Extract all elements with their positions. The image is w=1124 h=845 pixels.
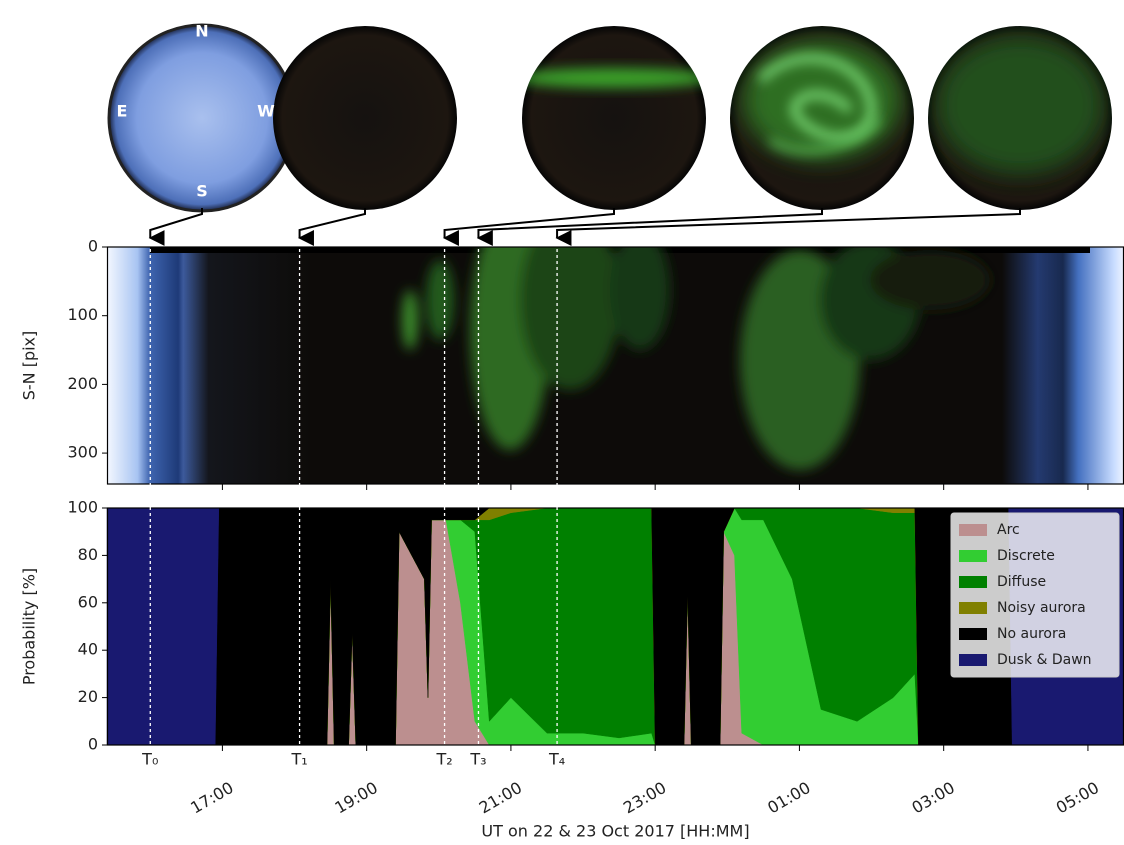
figure: N E W S 0 100 200 300 S-N [pix] 0 20 40 60 80 100 P… <box>0 0 1124 845</box>
aurora-arc <box>514 68 714 88</box>
y-tick-label: 40 <box>78 640 98 659</box>
legend-label: Dusk & Dawn <box>997 652 1092 668</box>
legend-label: Arc <box>997 522 1020 538</box>
arrow <box>300 208 365 238</box>
y-tick-label: 300 <box>67 443 98 462</box>
x-tick-label: 23:00 <box>620 778 669 818</box>
y-tick-label: 0 <box>88 735 98 754</box>
legend-swatch <box>959 524 987 536</box>
y-tick-label: 100 <box>67 305 98 324</box>
aurora-swirl <box>742 40 902 160</box>
legend-label: Noisy aurora <box>997 600 1086 616</box>
legend-swatch <box>959 550 987 562</box>
compass-label: N <box>195 22 208 41</box>
x-tick-label: 03:00 <box>908 778 957 818</box>
time-marker-label: T₄ <box>548 750 565 769</box>
aurora-diffuse <box>935 35 1105 175</box>
legend-label: No aurora <box>997 626 1066 642</box>
y-tick-label: 60 <box>78 592 98 611</box>
legend-swatch <box>959 628 987 640</box>
legend-swatch <box>959 654 987 666</box>
time-marker-label: T₁ <box>290 750 307 769</box>
legend-swatch <box>959 576 987 588</box>
x-tick-label: 01:00 <box>764 778 813 818</box>
x-tick-label: 19:00 <box>331 778 380 818</box>
arrow <box>150 208 202 238</box>
time-marker-label: T₀ <box>141 750 158 769</box>
compass-label: E <box>117 102 128 121</box>
x-tick-label: 21:00 <box>476 778 525 818</box>
sky-image <box>522 26 706 210</box>
y-axis-label: S-N [pix] <box>20 331 39 401</box>
legend-label: Discrete <box>997 548 1055 564</box>
sky-image <box>273 26 457 210</box>
x-tick-label: 05:00 <box>1053 778 1102 818</box>
time-marker-label: T₃ <box>469 750 486 769</box>
y-tick-label: 100 <box>67 498 98 517</box>
x-tick-label: 17:00 <box>187 778 236 818</box>
legend-swatch <box>959 602 987 614</box>
keogram <box>107 210 1124 484</box>
legend: Arc Discrete Diffuse Noisy aurora No aurora D… <box>951 513 1119 677</box>
legend-label: Diffuse <box>997 574 1046 590</box>
y-tick-label: 0 <box>88 237 98 256</box>
y-tick-label: 200 <box>67 374 98 393</box>
compass-label: W <box>257 102 275 121</box>
y-tick-label: 80 <box>78 545 98 564</box>
time-marker-label: T₂ <box>435 750 452 769</box>
x-axis-label: UT on 22 & 23 Oct 2017 [HH:MM] <box>481 822 749 841</box>
arrow <box>445 208 614 238</box>
y-axis-label: Probability [%] <box>20 568 39 685</box>
compass-label: S <box>196 182 208 201</box>
y-tick-label: 20 <box>78 687 98 706</box>
sky-images: N E W S <box>109 22 1112 212</box>
